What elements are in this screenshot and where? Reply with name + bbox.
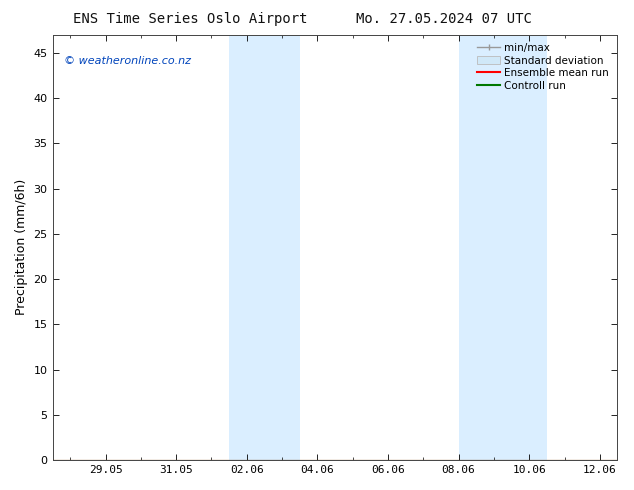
Legend: min/max, Standard deviation, Ensemble mean run, Controll run: min/max, Standard deviation, Ensemble me… bbox=[474, 40, 612, 94]
Bar bbox=[229, 35, 300, 460]
Text: ENS Time Series Oslo Airport: ENS Time Series Oslo Airport bbox=[73, 12, 307, 26]
Y-axis label: Precipitation (mm/6h): Precipitation (mm/6h) bbox=[15, 179, 28, 316]
Text: © weatheronline.co.nz: © weatheronline.co.nz bbox=[64, 56, 191, 66]
Text: Mo. 27.05.2024 07 UTC: Mo. 27.05.2024 07 UTC bbox=[356, 12, 532, 26]
Bar bbox=[458, 35, 547, 460]
